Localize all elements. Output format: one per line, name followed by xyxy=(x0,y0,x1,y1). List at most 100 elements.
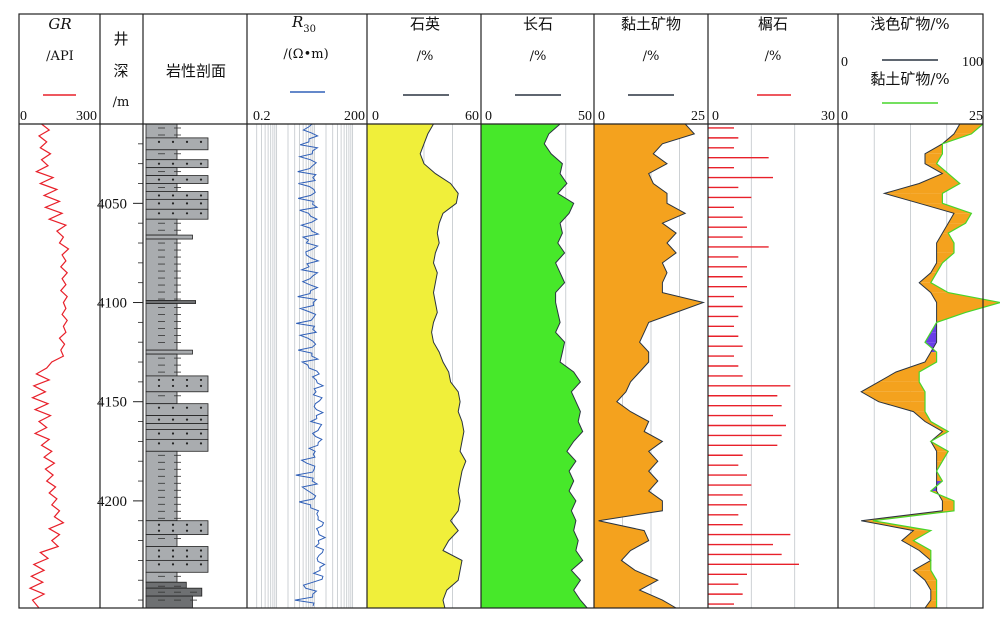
sand-dot xyxy=(199,162,203,165)
r30-unit: /(Ω•m) xyxy=(283,47,328,62)
light-minerals-curve xyxy=(860,123,961,609)
sand-dot xyxy=(157,194,161,197)
light-excess-fill xyxy=(925,332,937,343)
clay-excess-fill xyxy=(930,590,937,601)
sand-dot xyxy=(157,563,161,566)
zeolite-unit: /% xyxy=(765,49,782,64)
clay-excess-fill xyxy=(936,233,954,244)
lithology-bed-mud xyxy=(145,534,178,547)
clay-fill xyxy=(594,124,704,608)
lithology-bed-sand xyxy=(145,175,209,184)
depth-title-top: 井 xyxy=(113,30,128,48)
lithology-bed-mud xyxy=(145,123,178,139)
lithology-bed-mud xyxy=(145,303,178,351)
r30-min-label: 0.2 xyxy=(253,109,271,124)
sand-dot xyxy=(157,140,161,143)
sand-dot xyxy=(171,523,175,526)
lithology-bed-sand xyxy=(145,191,209,200)
clay-excess-fill xyxy=(936,302,1000,313)
depth-tick-label: 4200 xyxy=(97,494,127,510)
sand-dot xyxy=(157,555,161,558)
sand-dot xyxy=(199,523,203,526)
sand-dot xyxy=(171,406,175,409)
clay-excess-fill xyxy=(925,600,937,608)
sand-dot xyxy=(171,418,175,421)
frame xyxy=(18,13,984,609)
depth-axis: 4050 4100 4150 4200 xyxy=(97,123,143,601)
sand-dot xyxy=(199,406,203,409)
clay-excess-fill xyxy=(936,451,949,462)
sand-dot xyxy=(185,563,189,566)
feldspar-unit: /% xyxy=(530,49,547,64)
clay-excess-fill xyxy=(925,153,943,164)
quartz-max-label: 60 xyxy=(465,109,479,124)
sand-dot xyxy=(199,194,203,197)
clay-excess-fill xyxy=(954,124,983,134)
feldspar-curve xyxy=(543,123,588,609)
clay-excess-fill xyxy=(919,282,949,293)
sand-dot xyxy=(171,442,175,445)
sand-dot xyxy=(157,523,161,526)
lithology-bed-dark xyxy=(145,595,193,609)
lithology-bed-mud xyxy=(145,450,178,522)
quartz-title: 石英 xyxy=(410,15,440,33)
clay-excess-fill xyxy=(919,272,937,283)
clay-excess-fill xyxy=(901,540,931,551)
sand-dot xyxy=(157,378,161,382)
sand-dot xyxy=(185,549,189,552)
lithology-bed-sand xyxy=(145,375,209,393)
sand-dot xyxy=(199,555,203,558)
feldspar-min-label: 0 xyxy=(485,109,492,124)
sand-dot xyxy=(171,162,175,165)
clay-excess-fill xyxy=(878,401,925,412)
quartz-min-label: 0 xyxy=(372,109,379,124)
clay-max-label: 25 xyxy=(691,109,705,124)
sand-dot xyxy=(157,202,161,205)
gr-title: GR xyxy=(48,15,71,33)
data-layer xyxy=(28,123,1000,609)
sand-dot xyxy=(185,378,189,382)
feldspar-fill xyxy=(481,124,588,608)
clay-excess-fill xyxy=(878,371,920,382)
clay-excess-fill xyxy=(930,262,943,273)
lithology-bed-sand xyxy=(145,159,209,169)
clay-excess-fill xyxy=(925,163,949,174)
lithology-bed-mud xyxy=(145,234,193,240)
clay-excess-fill xyxy=(942,500,954,511)
sand-dot xyxy=(171,378,175,382)
feldspar-max-label: 50 xyxy=(578,109,592,124)
sand-dot xyxy=(185,442,189,445)
lithology-bed-mud xyxy=(145,571,178,583)
clay-excess-fill xyxy=(896,362,937,372)
clay-excess-fill xyxy=(936,252,954,263)
lithology-bed-sand xyxy=(145,137,209,151)
lithology-bed-mud xyxy=(145,218,178,236)
r30-max-label: 200 xyxy=(344,109,365,124)
sand-dot xyxy=(171,202,175,205)
sand-dot xyxy=(199,202,203,205)
clay-excess-fill xyxy=(884,183,960,194)
sand-dot xyxy=(157,384,161,388)
lithology-bed-mud xyxy=(145,391,178,405)
clay-excess-fill xyxy=(925,421,949,432)
quartz-curve xyxy=(419,123,467,609)
clay-excess-fill xyxy=(884,193,943,204)
lithology-bed-sand xyxy=(145,429,209,440)
r30-title: R30 xyxy=(291,13,316,35)
lithology-bed-dark xyxy=(145,300,196,304)
sand-dot xyxy=(185,418,189,421)
r30-title-sub: 30 xyxy=(303,24,316,35)
sand-dot xyxy=(199,442,203,445)
sand-dot xyxy=(171,384,175,388)
clay-minerals-subtitle: 黏土矿物/% xyxy=(870,70,949,88)
sand-dot xyxy=(199,384,203,388)
lithology-bed-sand xyxy=(145,208,209,220)
gr-min-label: 0 xyxy=(20,109,27,124)
header-row: GR /API 0 300 井 深 /m 岩性剖面 R30 /(Ω•m) 0.2… xyxy=(20,13,983,124)
lithology-bed-sand xyxy=(145,438,209,452)
sand-dot xyxy=(185,178,189,181)
sand-dot xyxy=(185,212,189,215)
sand-dot xyxy=(157,406,161,409)
clay-excess-fill xyxy=(913,570,937,581)
zeolite-min-label: 0 xyxy=(712,109,719,124)
